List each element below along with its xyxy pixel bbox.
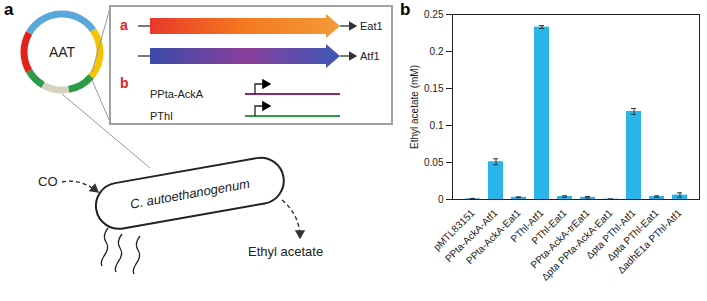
svg-text:0.1: 0.1 bbox=[430, 120, 444, 131]
svg-text:PThl-Atf1: PThl-Atf1 bbox=[508, 207, 546, 245]
svg-text:Δpta PPta-AckA-Eat1: Δpta PPta-AckA-Eat1 bbox=[539, 207, 615, 283]
svg-text:0: 0 bbox=[438, 194, 444, 205]
svg-text:Ethyl acetate: Ethyl acetate bbox=[248, 244, 323, 259]
svg-text:C. autoethanogenum: C. autoethanogenum bbox=[129, 176, 251, 212]
svg-text:PPta-AckA-Eat1: PPta-AckA-Eat1 bbox=[463, 207, 523, 267]
svg-text:CO: CO bbox=[38, 174, 58, 189]
svg-text:AAT: AAT bbox=[49, 44, 76, 60]
html-text:b: b bbox=[400, 0, 411, 19]
svg-text:Ethyl acetate (mM): Ethyl acetate (mM) bbox=[409, 65, 420, 149]
svg-text:pMTL83151: pMTL83151 bbox=[431, 207, 477, 253]
svg-text:a: a bbox=[120, 17, 128, 33]
svg-text:Δpta PThl-Atf1: Δpta PThl-Atf1 bbox=[583, 207, 638, 261]
svg-text:ΔadhE1a PThl-Atf1: ΔadhE1a PThl-Atf1 bbox=[615, 207, 684, 276]
svg-text:PThl-Eat1: PThl-Eat1 bbox=[529, 207, 569, 247]
svg-text:Atf1: Atf1 bbox=[360, 50, 380, 62]
svg-text:0.05: 0.05 bbox=[424, 157, 444, 168]
svg-text:Δpta PThl-Eat1: Δpta PThl-Eat1 bbox=[604, 207, 661, 263]
html-text:a: a bbox=[4, 0, 14, 19]
svg-text:PPta-AckA-trEat1: PPta-AckA-trEat1 bbox=[528, 207, 592, 271]
svg-text:Eat1: Eat1 bbox=[360, 20, 383, 32]
svg-text:PPta-AckA: PPta-AckA bbox=[150, 88, 204, 100]
svg-text:PThl: PThl bbox=[150, 110, 173, 122]
svg-text:0.2: 0.2 bbox=[430, 46, 444, 57]
svg-text:b: b bbox=[120, 75, 129, 91]
svg-text:0.25: 0.25 bbox=[424, 9, 444, 20]
svg-text:0.15: 0.15 bbox=[424, 83, 444, 94]
svg-text:PPta-AckA-Atf1: PPta-AckA-Atf1 bbox=[442, 207, 500, 265]
